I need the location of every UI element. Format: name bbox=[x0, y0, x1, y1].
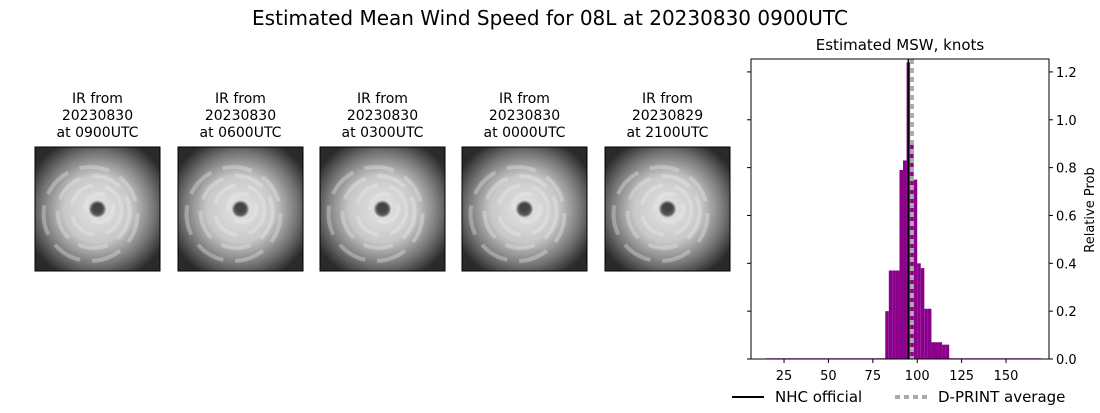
chart-title: Estimated MSW, knots bbox=[816, 36, 985, 54]
panel-title: 20230830 bbox=[489, 108, 560, 124]
bar bbox=[899, 170, 904, 359]
cloud-band bbox=[482, 174, 559, 250]
eye bbox=[662, 203, 673, 213]
bar bbox=[885, 311, 889, 359]
legend-label: NHC official bbox=[775, 388, 862, 406]
cloud-band bbox=[55, 174, 132, 250]
panel-title: IR from bbox=[499, 91, 550, 107]
bar bbox=[934, 342, 939, 359]
x-tick-label: 25 bbox=[776, 369, 793, 384]
bar bbox=[938, 342, 943, 359]
y-axis-label: Relative Prob bbox=[1083, 167, 1098, 252]
panel-title: 20230830 bbox=[347, 108, 418, 124]
x-tick-label: 75 bbox=[865, 369, 882, 384]
panel-title: at 0600UTC bbox=[200, 125, 282, 141]
cloud-band bbox=[354, 183, 409, 237]
cloud-band bbox=[69, 183, 124, 237]
bar bbox=[913, 179, 918, 359]
cloud-band bbox=[226, 192, 259, 224]
cloud-band bbox=[468, 165, 567, 263]
panel-title: 20230830 bbox=[62, 108, 133, 124]
y-tick-label: 1.2 bbox=[1056, 66, 1077, 81]
eye bbox=[235, 203, 246, 213]
x-tick-label: 125 bbox=[949, 369, 974, 384]
eye bbox=[92, 203, 103, 213]
plot-frame bbox=[750, 58, 1050, 360]
cloud-band bbox=[510, 192, 543, 224]
bar bbox=[942, 344, 946, 359]
cloud-band bbox=[625, 174, 702, 250]
cloud-band bbox=[212, 183, 267, 237]
y-tick-label: 0.4 bbox=[1056, 257, 1077, 272]
y-tick-label: 0.0 bbox=[1056, 353, 1077, 368]
bar bbox=[903, 160, 907, 359]
cloud-band bbox=[326, 165, 425, 263]
panel-title: at 0000UTC bbox=[484, 125, 566, 141]
cloud-band bbox=[41, 165, 140, 263]
eye bbox=[377, 203, 388, 213]
bar bbox=[917, 263, 921, 359]
x-tick-label: 100 bbox=[905, 369, 930, 384]
bar bbox=[892, 270, 896, 359]
x-tick-label: 50 bbox=[820, 369, 837, 384]
panel-title: IR from bbox=[215, 91, 266, 107]
panel-title: at 2100UTC bbox=[627, 125, 709, 141]
bar bbox=[945, 344, 950, 359]
panel-title: IR from bbox=[642, 91, 693, 107]
cloud-band bbox=[340, 174, 417, 250]
cloud-band bbox=[198, 174, 275, 250]
bar bbox=[895, 270, 900, 359]
cloud-band bbox=[184, 165, 283, 263]
panel-title: at 0900UTC bbox=[57, 125, 139, 141]
x-tick-label: 150 bbox=[994, 369, 1019, 384]
y-tick-label: 0.8 bbox=[1056, 162, 1077, 177]
bar bbox=[927, 308, 932, 359]
cloud-band bbox=[653, 192, 686, 224]
cloud-band bbox=[83, 192, 116, 224]
suptitle: Estimated Mean Wind Speed for 08L at 202… bbox=[252, 6, 848, 30]
panel-title: 20230830 bbox=[205, 108, 276, 124]
cloud-band bbox=[368, 192, 401, 224]
bar bbox=[888, 270, 893, 359]
legend-label: D-PRINT average bbox=[938, 388, 1065, 406]
bar bbox=[931, 342, 935, 359]
panel-title: IR from bbox=[357, 91, 408, 107]
y-tick-label: 0.6 bbox=[1056, 209, 1077, 224]
panel-title: at 0300UTC bbox=[342, 125, 424, 141]
eye bbox=[519, 203, 530, 213]
histogram: Estimated MSW, knots 25 50 75 100 125 150 0.0 0.… bbox=[732, 36, 1098, 406]
cloud-band bbox=[639, 183, 694, 237]
panel-title: 20230829 bbox=[632, 108, 703, 124]
y-tick-label: 1.0 bbox=[1056, 114, 1077, 129]
y-tick-label: 0.2 bbox=[1056, 305, 1077, 320]
bar bbox=[920, 268, 925, 359]
cloud-band bbox=[611, 165, 710, 263]
bar bbox=[924, 308, 928, 359]
panel-title: IR from bbox=[72, 91, 123, 107]
cloud-band bbox=[496, 183, 551, 237]
